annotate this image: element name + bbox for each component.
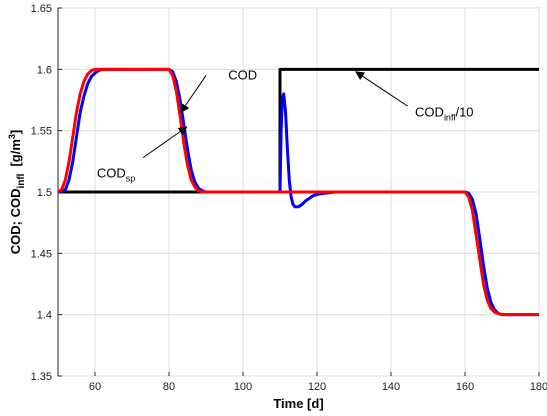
y-axis-label-sub: infl — [16, 173, 27, 188]
x-axis-label: Time [d] — [273, 396, 323, 411]
y-axis-label-unit-end: ] — [8, 130, 23, 134]
y-axis-label-main: COD; COD — [8, 189, 23, 255]
annotations-group: COD CODsp CODinfl/10 — [97, 67, 474, 183]
x-tick-label: 160 — [456, 381, 474, 393]
series-group — [58, 67, 539, 317]
annotation-arrow — [180, 75, 207, 114]
x-tick-label: 140 — [382, 381, 400, 393]
y-axis-label: COD; CODinfl [g/m3] — [7, 130, 27, 255]
annotation-cod: COD — [180, 67, 257, 114]
y-tick-label: 1.4 — [37, 310, 52, 322]
y-axis-label-unit: [g/m — [8, 139, 23, 166]
annotation-label: CODinfl/10 — [415, 104, 473, 122]
y-tick-label: 1.55 — [31, 126, 52, 138]
annotation-cod-infl: CODinfl/10 — [355, 71, 474, 122]
annotation-arrow — [142, 126, 188, 159]
y-tick-label: 1.6 — [37, 64, 52, 76]
y-tick-label: 1.45 — [31, 248, 52, 260]
x-tick-label: 100 — [234, 381, 252, 393]
y-tick-label: 1.5 — [37, 187, 52, 199]
x-tick-label: 80 — [163, 381, 175, 393]
y-tick-label: 1.35 — [31, 371, 52, 383]
annotation-label: COD — [228, 67, 257, 82]
ticks-group: 60 80 100 120 140 160 180 1.35 1.4 1.45 1.5 1.55 1.6… — [31, 3, 547, 393]
x-tick-label: 180 — [530, 381, 547, 393]
annotation-arrow — [355, 71, 408, 107]
x-tick-label: 120 — [308, 381, 326, 393]
y-axis-label-unit-sup: 3 — [7, 134, 17, 139]
y-tick-label: 1.65 — [31, 3, 52, 15]
cod-setpoint-line — [58, 67, 539, 317]
x-tick-label: 60 — [89, 381, 101, 393]
annotation-cod-sp: CODsp — [97, 126, 188, 184]
annotation-label: CODsp — [97, 166, 135, 184]
